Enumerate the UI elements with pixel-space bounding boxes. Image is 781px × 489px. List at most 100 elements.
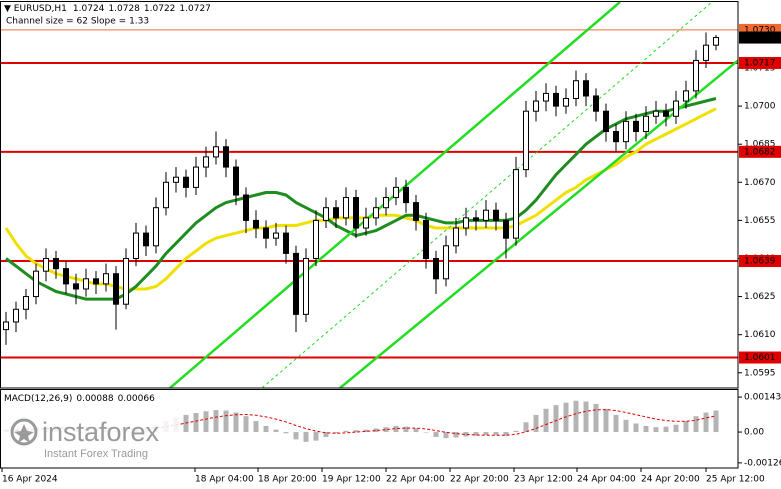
macd-bar xyxy=(513,430,519,433)
macd-bar xyxy=(663,426,669,433)
close: 1.0727 xyxy=(179,4,211,14)
x-tick-label: 16 Apr 2024 xyxy=(2,475,58,485)
macd-bar xyxy=(243,416,249,433)
macd-bar xyxy=(263,425,269,433)
price-frame xyxy=(0,1,739,389)
macd-bar xyxy=(463,432,469,437)
y-tick-label: 1.0670 xyxy=(744,178,776,188)
candle-body xyxy=(63,268,69,285)
candle-body xyxy=(683,90,689,102)
candle-body xyxy=(373,207,379,219)
candle-body xyxy=(183,176,189,188)
macd-bar xyxy=(573,400,579,433)
macd-bar xyxy=(543,408,549,433)
candle-body xyxy=(673,100,679,117)
candle-body xyxy=(213,146,219,158)
x-tick-label: 19 Apr 12:00 xyxy=(322,475,381,485)
candle-body xyxy=(593,95,599,112)
macd-y-tick-label: 0.00143 xyxy=(744,393,781,403)
macd-header: MACD(12,26,9) 0.00088 0.00066 xyxy=(4,394,155,404)
candle-body xyxy=(223,146,229,168)
candle-body xyxy=(313,219,319,259)
candle-body xyxy=(403,186,409,204)
macd-bar xyxy=(273,429,279,433)
candle-body xyxy=(543,92,549,102)
y-tick-label: 1.0685 xyxy=(744,140,776,150)
candle-body xyxy=(323,207,329,221)
candle-body xyxy=(303,257,309,315)
candle-body xyxy=(643,115,649,133)
header-triangle: ▼ xyxy=(4,4,14,14)
candle-body xyxy=(463,217,469,229)
macd-bar xyxy=(673,424,679,433)
candle-body xyxy=(523,110,529,171)
x-tick-label: 25 Apr 12:00 xyxy=(706,475,765,485)
channel-line xyxy=(339,59,738,388)
macd-bar xyxy=(453,432,459,438)
macd-bar xyxy=(223,410,229,433)
x-tick-label: 24 Apr 04:00 xyxy=(577,475,636,485)
candle-body xyxy=(83,278,89,290)
macd-bar xyxy=(213,410,219,433)
macd-signal-value: 0.00066 xyxy=(118,394,155,404)
macd-bar xyxy=(293,432,299,440)
level-label-box xyxy=(739,56,781,69)
candle-body xyxy=(693,59,699,92)
macd-bar xyxy=(303,432,309,442)
macd-bar xyxy=(613,414,619,433)
candle-body xyxy=(93,278,99,285)
macd-bar xyxy=(503,432,509,436)
macd-bar xyxy=(693,416,699,433)
macd-bar xyxy=(413,428,419,433)
candle-body xyxy=(173,176,179,183)
macd-bar xyxy=(323,432,329,437)
subtitle: Channel size = 62 Slope = 1.33 xyxy=(6,17,149,27)
candle-body xyxy=(33,270,39,298)
x-tick-label: 18 Apr 20:00 xyxy=(258,475,317,485)
channel-line xyxy=(261,2,713,388)
macd-value: 0.00088 xyxy=(76,394,113,404)
candle-body xyxy=(333,207,339,219)
watermark-brand: instaforex xyxy=(42,417,160,447)
macd-bar xyxy=(653,427,659,433)
macd-bar xyxy=(253,421,259,433)
candle-body xyxy=(613,131,619,143)
candle-body xyxy=(493,209,499,221)
y-tick-label: 1.0655 xyxy=(744,216,776,226)
x-tick-label: 18 Apr 04:00 xyxy=(195,475,254,485)
macd-bar xyxy=(283,432,289,434)
level-label: 1.0682 xyxy=(744,147,776,157)
candle-body xyxy=(633,120,639,133)
candle-body xyxy=(573,80,579,100)
macd-bar xyxy=(353,430,359,433)
macd-bar xyxy=(443,432,449,439)
level-label: 1.0601 xyxy=(744,353,776,363)
candle-body xyxy=(483,209,489,221)
candle-body xyxy=(133,232,139,259)
macd-bar xyxy=(383,427,389,433)
watermark: instaforex Instant Forex Trading xyxy=(1,415,179,463)
macd-bar xyxy=(583,401,589,433)
logo-ring xyxy=(10,418,38,446)
macd-bar xyxy=(313,432,319,441)
candle-body xyxy=(503,219,509,239)
x-tick-label: 23 Apr 12:00 xyxy=(514,475,573,485)
symbol: EURUSD,H1 xyxy=(14,4,67,14)
candle-body xyxy=(513,169,519,239)
high: 1.0728 xyxy=(108,4,140,14)
y-tick-label: 1.0595 xyxy=(744,368,776,378)
candle-body xyxy=(623,120,629,143)
macd-y-tick-label: 0.00 xyxy=(744,428,764,438)
macd-bar xyxy=(703,412,709,433)
level-label-box xyxy=(739,351,781,364)
y-tick-label: 1.0625 xyxy=(744,292,776,302)
header: ▼ EURUSD,H1 1.0724 1.0728 1.0722 1.0727 xyxy=(4,4,211,14)
candle-body xyxy=(193,166,199,188)
macd-bar xyxy=(553,405,559,433)
candle-body xyxy=(473,217,479,221)
x-tick-label: 22 Apr 04:00 xyxy=(386,475,445,485)
candle-body xyxy=(663,110,669,117)
last-price-label: 1.0727 xyxy=(744,33,776,43)
y-tick-label: 1.0610 xyxy=(744,330,776,340)
